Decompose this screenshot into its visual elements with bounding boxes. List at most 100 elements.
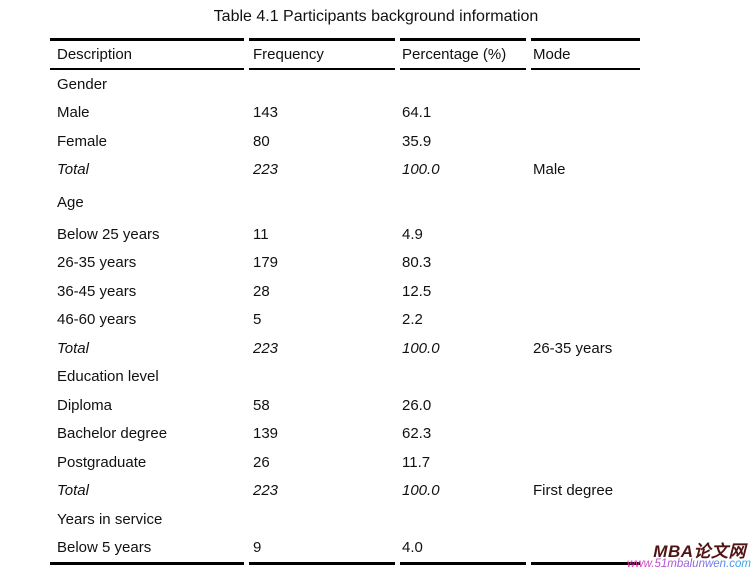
column-header-percentage: Percentage (%) [402,46,507,63]
cell-frequency [246,184,397,220]
cell-mode [528,420,640,449]
cell-percentage: 26.0 [402,396,432,414]
table-row-total-education: Total 223 100.0 First degree [50,477,640,506]
cell-percentage [397,363,528,392]
cell-mode [528,277,640,306]
cell-description: Female [57,132,108,150]
border-segment [50,68,246,70]
column-header-description: Description [57,46,133,63]
cell-frequency [246,70,397,99]
cell-mode [528,70,640,99]
cell-percentage: 4.0 [402,539,423,557]
cell-mode [528,220,640,249]
cell-mode: First degree [533,482,614,500]
cell-description: Diploma [57,396,113,414]
cell-description: 36-45 years [57,282,137,300]
column-header-mode: Mode [533,46,571,63]
cell-mode [528,127,640,156]
cell-mode [528,306,640,335]
border-segment [528,38,640,41]
cell-description: Below 5 years [57,539,152,557]
cell-description: Below 25 years [57,225,160,243]
table-row-section-age: Age [50,184,640,220]
cell-percentage: 100.0 [402,339,440,357]
cell-percentage: 100.0 [402,161,440,179]
cell-percentage [397,505,528,534]
cell-frequency: 11 [253,225,269,243]
cell-description: Postgraduate [57,453,147,471]
cell-mode: Male [533,161,566,179]
border-segment [50,38,246,41]
page-title: Table 4.1 Participants background inform… [213,8,539,25]
cell-description: 46-60 years [57,311,137,329]
cell-percentage: 4.9 [402,225,423,243]
cell-frequency: 223 [253,339,279,357]
cell-frequency: 28 [253,282,270,300]
cell-frequency: 223 [253,482,279,500]
table-row-section-education: Education level [50,363,640,392]
cell-frequency: 5 [253,311,262,329]
cell-description: Education level [57,368,159,386]
table-top-border [50,38,640,41]
table-row-section-service: Years in service [50,505,640,534]
watermark-brand: MBA论文网 [653,542,746,561]
cell-percentage: 80.3 [402,254,432,272]
border-segment [528,68,640,70]
border-segment [528,562,640,565]
cell-frequency: 9 [253,539,262,557]
cell-percentage [397,184,528,220]
cell-percentage: 62.3 [402,425,432,443]
cell-frequency: 58 [253,396,270,414]
column-header-frequency: Frequency [253,46,324,63]
cell-percentage: 11.7 [402,453,431,471]
table-row-36-45: 36-45 years 28 12.5 [50,277,640,306]
participants-table: Description Frequency Percentage (%) Mod… [50,38,640,565]
cell-description: Total [57,482,89,500]
cell-mode [528,249,640,278]
cell-mode [528,391,640,420]
cell-description: Total [57,339,89,357]
cell-description: Years in service [57,510,163,528]
cell-description: Age [57,193,84,211]
cell-percentage: 35.9 [402,132,432,150]
table-row-male: Male 143 64.1 [50,99,640,128]
table-row-section-gender: Gender [50,70,640,99]
cell-percentage: 2.2 [402,311,423,329]
cell-frequency: 143 [253,104,279,122]
cell-percentage: 100.0 [402,482,440,500]
cell-frequency: 26 [253,453,270,471]
cell-mode: 26-35 years [533,339,613,357]
table-row-diploma: Diploma 58 26.0 [50,391,640,420]
cell-mode [528,99,640,128]
table-header-row: Description Frequency Percentage (%) Mod… [50,41,640,68]
table-row-total-age: Total 223 100.0 26-35 years [50,334,640,363]
table-row-bachelor: Bachelor degree 139 62.3 [50,420,640,449]
table-row-below-5-years: Below 5 years 9 4.0 [50,534,640,563]
cell-percentage: 64.1 [402,104,432,122]
cell-frequency [246,363,397,392]
cell-mode [528,505,640,534]
cell-frequency: 223 [253,161,279,179]
border-segment [397,562,528,565]
cell-description: Male [57,104,90,122]
table-row-total-gender: Total 223 100.0 Male [50,156,640,185]
border-segment [397,38,528,41]
border-segment [246,38,397,41]
cell-mode [528,534,640,563]
cell-description: Total [57,161,89,179]
table-row-26-35: 26-35 years 179 80.3 [50,249,640,278]
border-segment [50,562,246,565]
table-bottom-border [50,562,640,565]
cell-frequency: 179 [253,254,279,272]
cell-description: Bachelor degree [57,425,168,443]
table-row-female: Female 80 35.9 [50,127,640,156]
cell-description: Gender [57,75,108,93]
cell-frequency: 80 [253,132,270,150]
table-row-below-25: Below 25 years 11 4.9 [50,220,640,249]
table-header-border [50,68,640,70]
border-segment [246,68,397,70]
watermark-url-link[interactable]: www.51mbalunwen.com [626,558,751,570]
border-segment [246,562,397,565]
cell-frequency [246,505,397,534]
cell-mode [528,363,640,392]
